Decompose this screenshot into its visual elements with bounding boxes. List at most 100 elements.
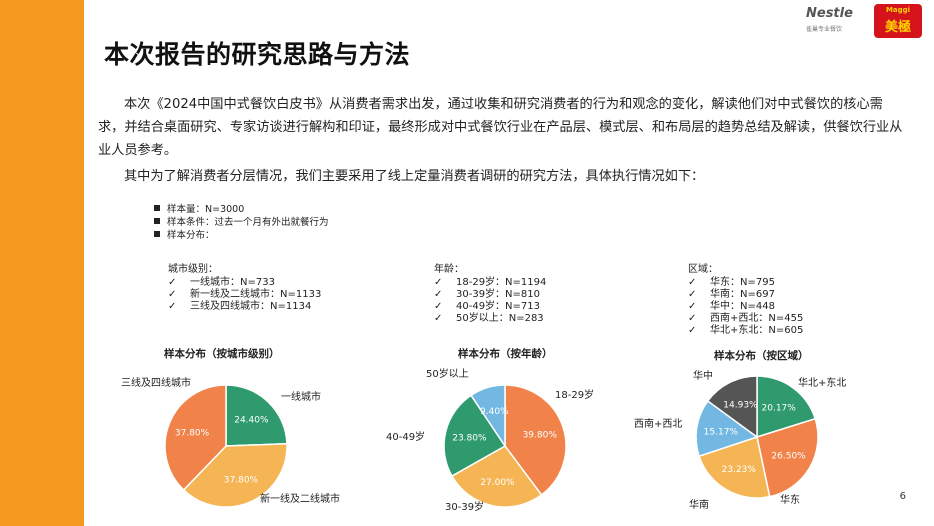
pie-percent-label: 14.93%: [723, 400, 758, 410]
list-item: ✓ 50岁以上：N=283: [434, 313, 546, 325]
check-icon: ✓: [168, 289, 177, 300]
pie-category-label: 一线城市: [281, 390, 321, 403]
chart-title-region: 样本分布（按区域）: [714, 350, 809, 362]
chart-title-age: 样本分布（按年龄）: [458, 348, 553, 360]
check-icon: ✓: [434, 289, 443, 300]
sample-bullets: 样本量：N=3000 样本条件：过去一个月有外出就餐行为 样本分布：: [154, 203, 329, 242]
item-text: 华南：N=697: [710, 289, 775, 300]
pie-slice: [695, 399, 759, 458]
pie-slice: [450, 445, 543, 508]
list-item: ✓ 40-49岁：N=713: [434, 301, 546, 313]
intro-paragraph: 本次《2024中国中式餐饮白皮书》从消费者需求出发，通过收集和研究消费者的行为和…: [98, 97, 903, 158]
pie-percent-label: 39.80%: [523, 430, 558, 440]
check-icon: ✓: [688, 325, 697, 336]
accent-gap: [84, 0, 88, 526]
item-text: 新一线及二线城市：N=1133: [190, 289, 322, 300]
group-heading: 年龄：: [434, 264, 464, 275]
pie-percent-label: 26.50%: [771, 451, 806, 461]
pie-slice: [756, 417, 819, 498]
pie-slice: [698, 436, 771, 499]
check-icon: ✓: [688, 277, 697, 288]
pie-percent-label: 27.00%: [480, 478, 515, 488]
pie-category-label: 西南+西北: [634, 417, 682, 430]
check-icon: ✓: [688, 313, 697, 324]
list-item: ✓ 一线城市：N=733: [168, 277, 321, 289]
left-accent-bar: [0, 0, 84, 526]
pie-category-label: 三线及四线城市: [121, 376, 191, 389]
pie-percent-label: 9.40%: [480, 407, 509, 417]
pie-category-label: 华中: [693, 369, 713, 382]
pie-category-label: 华东: [780, 493, 800, 506]
group-heading: 区域：: [688, 264, 718, 275]
item-text: 40-49岁：N=713: [456, 301, 541, 312]
pie-slice: [182, 442, 288, 508]
nestle-logo: Nestle: [806, 6, 853, 21]
nestle-logo-subtitle: 雀巢专业餐饮: [806, 26, 843, 33]
check-icon: ✓: [688, 289, 697, 300]
list-item: ✓ 新一线及二线城市：N=1133: [168, 289, 321, 301]
list-item: ✓ 三线及四线城市：N=1134: [168, 301, 321, 313]
pie-percent-label: 24.40%: [234, 416, 269, 426]
pie-percent-label: 37.80%: [175, 428, 210, 438]
pie-category-label: 40-49岁: [386, 430, 425, 443]
bullet-text: 样本条件：过去一个月有外出就餐行为: [167, 217, 329, 228]
square-bullet-icon: [154, 231, 160, 237]
pie-percent-label: 23.23%: [722, 465, 757, 475]
pie-slice: [469, 384, 506, 449]
bullet-text: 样本分布：: [167, 230, 215, 241]
square-bullet-icon: [154, 218, 160, 224]
pie-slice: [225, 384, 288, 447]
maggi-logo-chinese: 美極: [884, 20, 911, 35]
pie-category-label: 新一线及二线城市: [260, 492, 340, 505]
maggi-logo: Maggi 美極: [874, 4, 922, 38]
page-number: 6: [899, 491, 906, 502]
bullet-item: 样本条件：过去一个月有外出就餐行为: [154, 216, 329, 229]
check-icon: ✓: [434, 313, 443, 324]
page-title: 本次报告的研究思路与方法: [104, 40, 411, 69]
maggi-logo-text: Maggi: [885, 6, 911, 14]
check-icon: ✓: [434, 277, 443, 288]
pie-slice: [706, 375, 758, 439]
pie-slice: [504, 384, 567, 496]
pie-category-label: 18-29岁: [555, 388, 594, 401]
square-bullet-icon: [154, 205, 160, 211]
brand-logos: Nestle 雀巢专业餐饮 Maggi 美極: [806, 4, 926, 38]
group-city: 城市级别： ✓ 一线城市：N=733 ✓ 新一线及二线城市：N=1133 ✓ 三线及四…: [168, 264, 321, 313]
chart-title-city: 样本分布（按城市级别）: [164, 348, 280, 360]
check-icon: ✓: [168, 277, 177, 288]
item-text: 三线及四线城市：N=1134: [190, 301, 312, 312]
bullet-text: 样本量：N=3000: [167, 204, 245, 215]
pie-percent-label: 37.80%: [224, 475, 259, 485]
pie-slice: [756, 375, 817, 439]
group-heading: 城市级别：: [168, 264, 218, 275]
check-icon: ✓: [168, 301, 177, 312]
list-item: ✓ 华南：N=697: [688, 289, 803, 301]
item-text: 30-39岁：N=810: [456, 289, 541, 300]
list-item: ✓ 华北+东北：N=605: [688, 325, 803, 337]
check-icon: ✓: [434, 301, 443, 312]
list-item: ✓ 华东：N=795: [688, 277, 803, 289]
pie-slice: [164, 384, 227, 492]
list-item: ✓ 18-29岁：N=1194: [434, 277, 546, 289]
pie-slice: [443, 394, 507, 478]
list-item: ✓ 30-39岁：N=810: [434, 289, 546, 301]
list-item: ✓ 西南+西北：N=455: [688, 313, 803, 325]
pie-category-label: 华南: [689, 498, 709, 511]
item-text: 华中：N=448: [710, 301, 775, 312]
item-text: 华北+东北：N=605: [710, 325, 804, 336]
item-text: 18-29岁：N=1194: [456, 277, 547, 288]
pie-category-label: 华北+东北: [798, 376, 846, 389]
item-text: 西南+西北：N=455: [710, 313, 804, 324]
pie-category-label: 30-39岁: [445, 500, 484, 513]
pie-percent-label: 20.17%: [762, 404, 797, 414]
bullet-item: 样本量：N=3000: [154, 203, 329, 216]
pie-category-label: 50岁以上: [426, 367, 469, 380]
pie-charts: 24.40%一线城市37.80%新一线及二线城市37.80%三线及四线城市39.…: [121, 367, 846, 513]
item-text: 华东：N=795: [710, 277, 775, 288]
slide: 本次报告的研究思路与方法 本次《2024中国中式餐饮白皮书》从消费者需求出发，通…: [88, 0, 934, 526]
pie-percent-label: 15.17%: [704, 427, 739, 437]
group-age: 年龄： ✓ 18-29岁：N=1194 ✓ 30-39岁：N=810 ✓ 40-49岁…: [434, 264, 546, 325]
pie-percent-label: 23.80%: [452, 434, 487, 444]
bullet-item: 样本分布：: [154, 229, 329, 242]
item-text: 50岁以上：N=283: [456, 313, 544, 324]
